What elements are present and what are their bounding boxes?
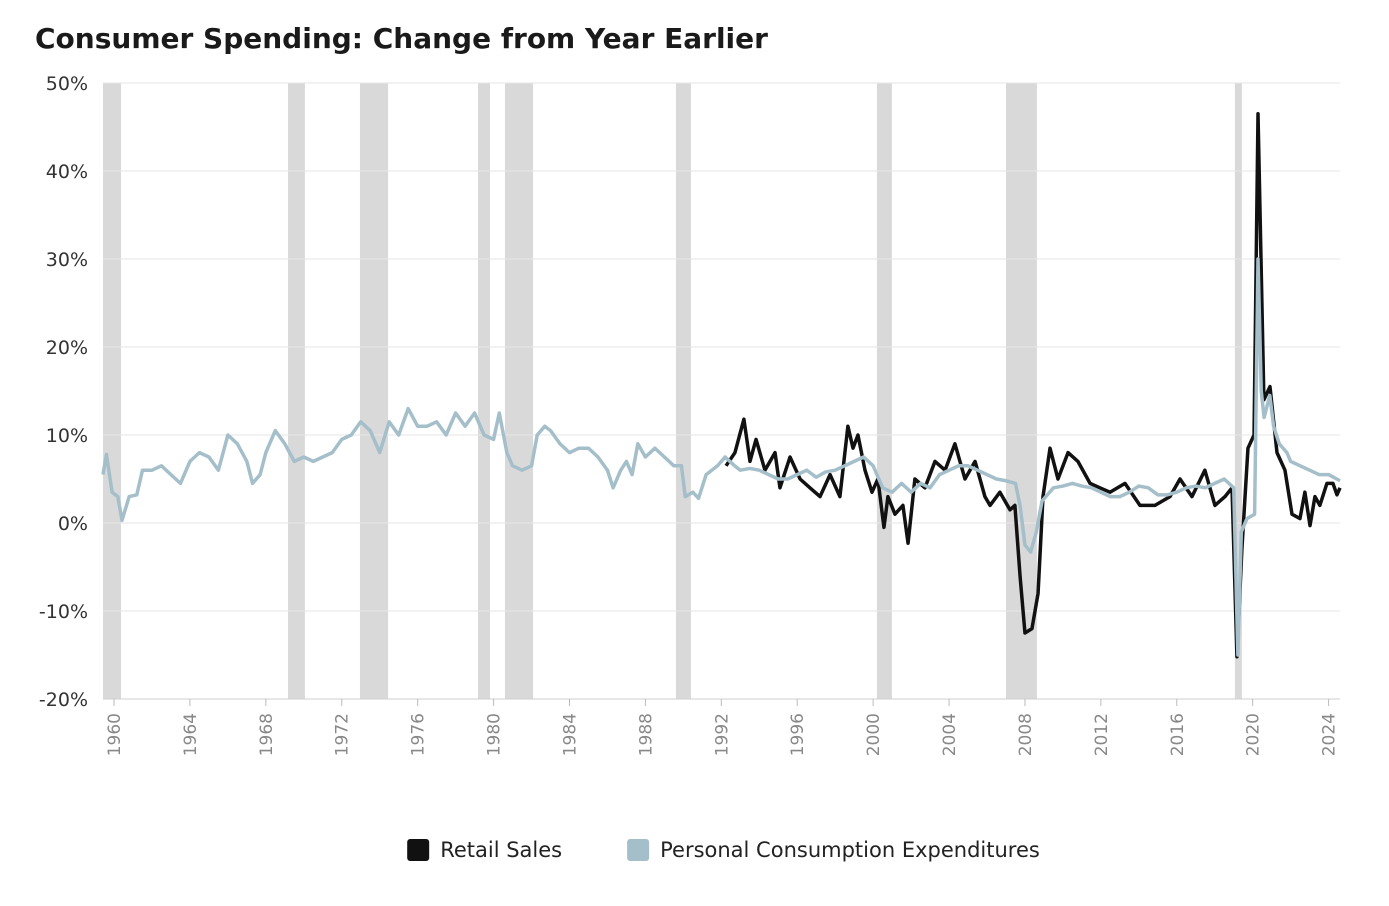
x-tick-label: 2012 — [1092, 713, 1112, 756]
x-tick-label: 1988 — [636, 713, 656, 756]
x-tick-label: 1964 — [181, 713, 201, 756]
lines — [101, 112, 1342, 659]
recession-band — [675, 83, 691, 699]
x-tick-label: 2016 — [1168, 713, 1188, 756]
y-tick-label: 40% — [46, 161, 88, 183]
legend-swatch — [627, 839, 650, 861]
recession-band — [478, 83, 490, 699]
axes: -20% -10% 0% 10% 20% 30% 40% 50% 1960 1964 1968 197… — [39, 73, 1340, 756]
series-line — [101, 257, 1341, 657]
legend-label: Personal Consumption Expenditures — [660, 838, 1040, 862]
x-tick-label: 1996 — [788, 713, 808, 756]
x-tick-label: 1984 — [560, 713, 580, 756]
y-tick-label: 10% — [46, 425, 88, 447]
x-tick-label: 1976 — [409, 713, 429, 756]
series-line — [724, 112, 1342, 659]
x-tick-label: 2024 — [1320, 713, 1340, 756]
y-tick-label: -10% — [39, 601, 88, 623]
x-tick-label: 2020 — [1244, 713, 1264, 756]
recession-band — [359, 83, 389, 699]
recession-band — [103, 83, 122, 699]
x-tick-label: 1992 — [712, 713, 732, 756]
recession-band — [504, 83, 534, 699]
x-tick-label: 1972 — [333, 713, 353, 756]
legend: Retail Sales Personal Consumption Expendi… — [407, 838, 1040, 862]
legend-swatch — [407, 839, 430, 861]
y-tick-label: 50% — [46, 73, 88, 95]
x-tick-label: 1968 — [257, 713, 277, 756]
x-tick-label: 2004 — [940, 713, 960, 756]
recession-band — [288, 83, 305, 699]
recession-band — [876, 83, 892, 699]
x-tick-label: 1980 — [485, 713, 505, 756]
recession-band — [1234, 83, 1242, 699]
chart-title: Consumer Spending: Change from Year Earl… — [35, 22, 768, 55]
y-tick-label: 30% — [46, 249, 88, 271]
x-tick-label: 1960 — [105, 713, 125, 756]
y-tick-label: 20% — [46, 337, 88, 359]
y-tick-label: 0% — [58, 513, 88, 535]
x-tick-label: 2000 — [864, 713, 884, 756]
x-tick-label: 2008 — [1016, 713, 1036, 756]
recession-bands — [103, 83, 1242, 699]
legend-label: Retail Sales — [440, 838, 562, 862]
y-tick-label: -20% — [39, 689, 88, 711]
